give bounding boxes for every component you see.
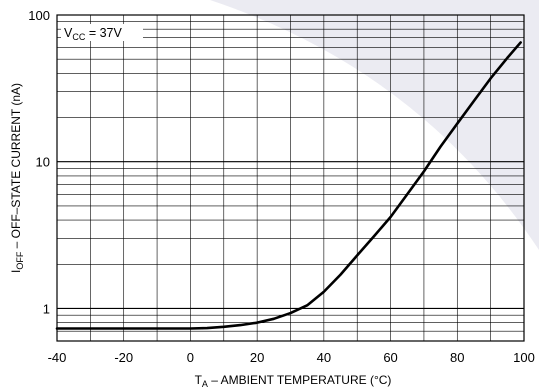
annotation-background: [61, 24, 143, 41]
off-current-curve: [55, 41, 522, 330]
vcc-annotation: VCC = 37V: [64, 26, 122, 42]
x-tick-label: 100: [513, 350, 535, 365]
x-axis-label: TA – AMBIENT TEMPERATURE (°C): [195, 373, 392, 389]
x-tick-label: 20: [250, 350, 264, 365]
y-tick-label: 10: [36, 155, 50, 170]
y-axis-label: IOFF – OFF–STATE CURRENT (nA): [9, 83, 25, 273]
plot-frame: [56, 14, 525, 342]
y-tick-label: 100: [28, 8, 50, 23]
x-tick-label: -20: [114, 350, 133, 365]
background-watermark-shape: [210, 0, 539, 250]
data-series: [55, 41, 522, 330]
x-tick-label: 0: [187, 350, 194, 365]
x-tick-label: 80: [450, 350, 464, 365]
y-tick-label: 1: [43, 301, 50, 316]
x-tick-label: -40: [48, 350, 67, 365]
x-tick-label: 40: [317, 350, 331, 365]
x-tick-label: 60: [383, 350, 397, 365]
tick-labels: -40 -20 0 20 40 60 80 100 1 10 100: [28, 8, 535, 365]
